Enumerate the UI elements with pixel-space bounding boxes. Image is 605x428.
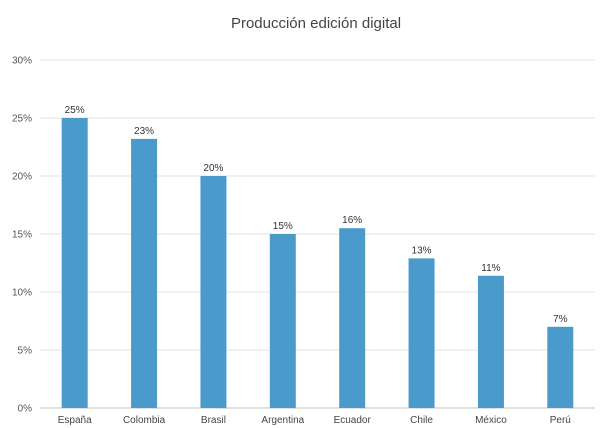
- bar: [61, 118, 88, 408]
- y-axis-tick-labels: 0% 5% 10% 15% 20% 25% 30%: [12, 56, 32, 415]
- data-label: 11%: [481, 263, 500, 274]
- bar: [131, 138, 158, 408]
- bar: [200, 176, 227, 408]
- x-category-label: Colombia: [123, 415, 166, 426]
- y-tick-label: 5%: [18, 346, 33, 357]
- y-tick-label: 30%: [12, 56, 32, 67]
- x-category-label: Perú: [550, 415, 571, 426]
- data-label: 20%: [203, 163, 223, 174]
- data-label: 23%: [134, 126, 154, 137]
- data-label: 7%: [553, 314, 568, 325]
- bars: [61, 118, 574, 408]
- x-category-label: España: [58, 415, 92, 426]
- x-category-label: Ecuador: [334, 415, 372, 426]
- y-tick-label: 10%: [12, 288, 32, 299]
- bar: [339, 228, 366, 408]
- chart-title: Producción edición digital: [231, 15, 401, 32]
- x-category-label: México: [475, 415, 507, 426]
- bar: [269, 234, 296, 408]
- x-category-label: Brasil: [201, 415, 226, 426]
- y-tick-label: 25%: [12, 114, 32, 125]
- x-category-label: Argentina: [261, 415, 304, 426]
- bar: [408, 258, 435, 408]
- data-label: 13%: [412, 245, 432, 256]
- bar: [547, 326, 574, 408]
- data-label: 15%: [273, 221, 293, 232]
- gridlines: [40, 59, 595, 409]
- data-label: 16%: [342, 215, 362, 226]
- x-category-label: Chile: [410, 415, 433, 426]
- x-axis-category-labels: España Colombia Brasil Argentina Ecuador Chil…: [58, 415, 571, 426]
- bar: [477, 275, 504, 408]
- data-label: 25%: [65, 105, 85, 116]
- y-tick-label: 15%: [12, 230, 32, 241]
- y-tick-label: 0%: [18, 404, 33, 415]
- data-labels: 25% 23% 20% 15% 16% 13% 11% 7%: [65, 105, 568, 325]
- y-tick-label: 20%: [12, 172, 32, 183]
